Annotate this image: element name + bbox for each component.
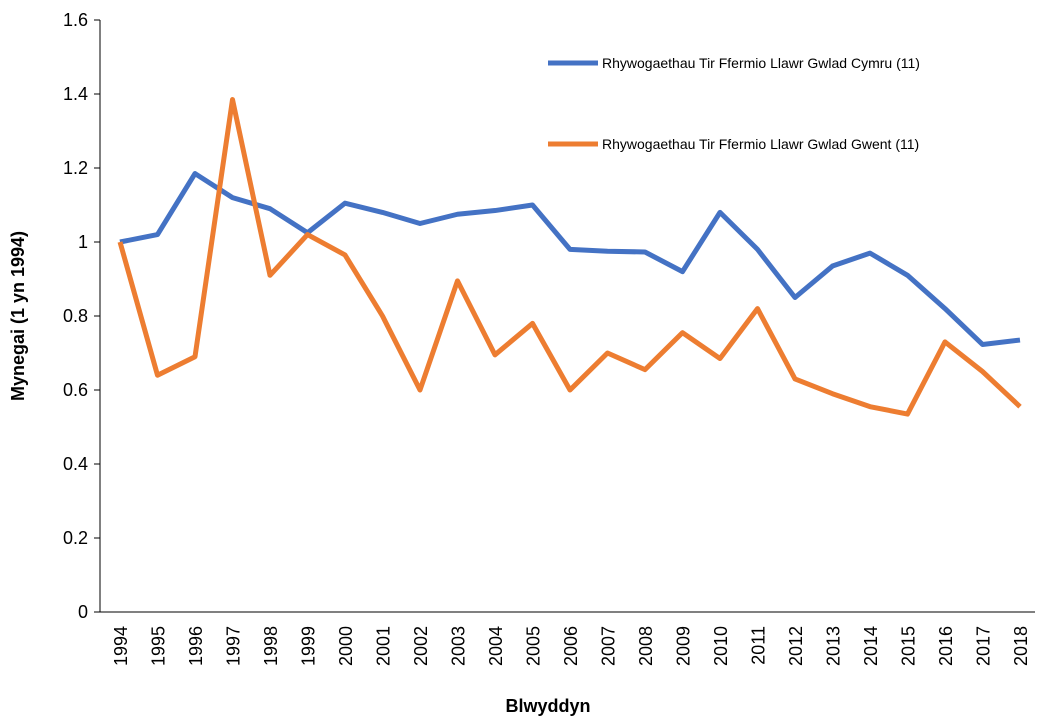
x-tick-label: 2016 — [936, 626, 956, 666]
x-tick-label: 2011 — [749, 626, 769, 665]
x-tick-label: 2015 — [899, 626, 919, 666]
y-tick-label: 1.4 — [63, 84, 88, 104]
legend-label: Rhywogaethau Tir Ffermio Llawr Gwlad Gwe… — [602, 136, 919, 152]
x-tick-label: 2000 — [336, 626, 356, 666]
x-tick-label: 1994 — [111, 626, 131, 666]
x-tick-label: 1996 — [186, 626, 206, 666]
x-tick-label: 2004 — [486, 626, 506, 666]
x-tick-label: 1995 — [149, 626, 169, 666]
x-axis-label: Blwyddyn — [505, 696, 590, 716]
y-tick-label: 1 — [78, 232, 88, 252]
x-tick-label: 2003 — [449, 626, 469, 666]
series-line — [119, 171, 1021, 347]
y-tick-label: 1.2 — [63, 158, 88, 178]
y-tick-label: 0.4 — [63, 454, 88, 474]
y-tick-label: 0.2 — [63, 528, 88, 548]
x-tick-label: 1998 — [261, 626, 281, 666]
x-tick-label: 1997 — [224, 626, 244, 666]
y-tick-label: 0.8 — [63, 306, 88, 326]
x-tick-label: 2018 — [1011, 626, 1031, 666]
y-tick-label: 1.6 — [63, 10, 88, 30]
y-tick-label: 0 — [78, 602, 88, 622]
x-tick-label: 2017 — [974, 626, 994, 666]
y-tick-label: 0.6 — [63, 380, 88, 400]
y-axis-label: Mynegai (1 yn 1994) — [8, 231, 28, 401]
x-tick-label: 2007 — [599, 626, 619, 666]
x-tick-label: 2006 — [561, 626, 581, 666]
series-line — [117, 97, 1022, 417]
x-tick-label: 2010 — [711, 626, 731, 666]
x-tick-label: 2012 — [786, 626, 806, 666]
x-tick-label: 2005 — [524, 626, 544, 666]
x-tick-label: 2013 — [824, 626, 844, 666]
x-tick-label: 2008 — [636, 626, 656, 666]
x-tick-label: 2009 — [674, 626, 694, 666]
x-tick-label: 2014 — [861, 626, 881, 666]
legend-label: Rhywogaethau Tir Ffermio Llawr Gwlad Cym… — [602, 55, 920, 71]
x-tick-label: 2002 — [411, 626, 431, 666]
x-tick-label: 1999 — [299, 626, 319, 666]
x-tick-label: 2001 — [374, 626, 394, 666]
